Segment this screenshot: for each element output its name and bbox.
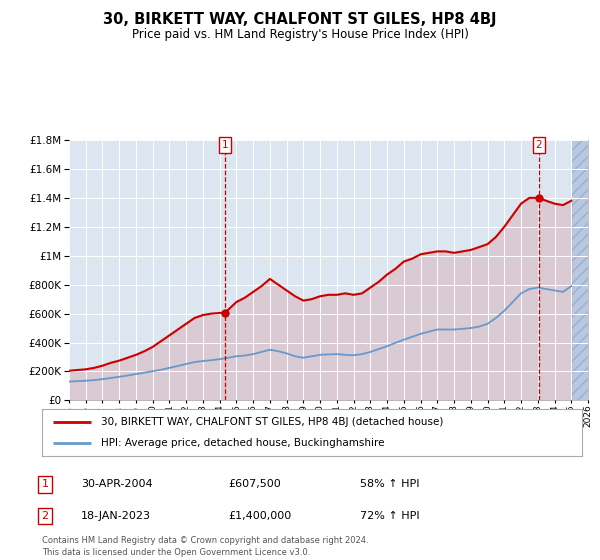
Text: 72% ↑ HPI: 72% ↑ HPI bbox=[360, 511, 419, 521]
Text: 1: 1 bbox=[41, 479, 49, 489]
Text: 30, BIRKETT WAY, CHALFONT ST GILES, HP8 4BJ (detached house): 30, BIRKETT WAY, CHALFONT ST GILES, HP8 … bbox=[101, 417, 444, 427]
Text: 2: 2 bbox=[535, 140, 542, 150]
Text: 1: 1 bbox=[222, 140, 229, 150]
Text: 58% ↑ HPI: 58% ↑ HPI bbox=[360, 479, 419, 489]
Text: Price paid vs. HM Land Registry's House Price Index (HPI): Price paid vs. HM Land Registry's House … bbox=[131, 28, 469, 41]
Text: 30, BIRKETT WAY, CHALFONT ST GILES, HP8 4BJ: 30, BIRKETT WAY, CHALFONT ST GILES, HP8 … bbox=[103, 12, 497, 27]
Text: £1,400,000: £1,400,000 bbox=[228, 511, 291, 521]
Text: 18-JAN-2023: 18-JAN-2023 bbox=[81, 511, 151, 521]
Text: 30-APR-2004: 30-APR-2004 bbox=[81, 479, 152, 489]
Text: £607,500: £607,500 bbox=[228, 479, 281, 489]
Text: HPI: Average price, detached house, Buckinghamshire: HPI: Average price, detached house, Buck… bbox=[101, 438, 385, 448]
Bar bbox=[571, 140, 588, 400]
Text: Contains HM Land Registry data © Crown copyright and database right 2024.
This d: Contains HM Land Registry data © Crown c… bbox=[42, 536, 368, 557]
Text: 2: 2 bbox=[41, 511, 49, 521]
